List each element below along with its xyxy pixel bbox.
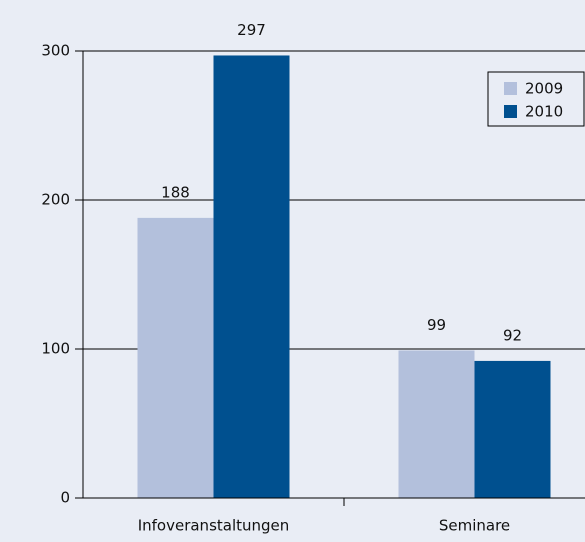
value-label: 297 xyxy=(237,21,266,39)
y-tick-label: 100 xyxy=(41,340,70,358)
bar xyxy=(213,55,290,498)
x-tick-label: Infoveranstaltungen xyxy=(138,517,290,535)
bar xyxy=(137,217,214,498)
value-label: 188 xyxy=(161,183,190,201)
legend-label: 2009 xyxy=(525,80,563,98)
legend-swatch xyxy=(504,82,517,95)
y-tick-label: 200 xyxy=(41,191,70,209)
value-label: 99 xyxy=(427,316,446,334)
x-tick-label: Seminare xyxy=(439,517,510,535)
y-tick-label: 0 xyxy=(60,489,70,507)
y-tick-label: 300 xyxy=(41,42,70,60)
bar xyxy=(398,350,475,498)
value-label: 92 xyxy=(503,326,522,344)
legend-swatch xyxy=(504,105,517,118)
bar xyxy=(474,360,551,498)
legend-label: 2010 xyxy=(525,103,563,121)
